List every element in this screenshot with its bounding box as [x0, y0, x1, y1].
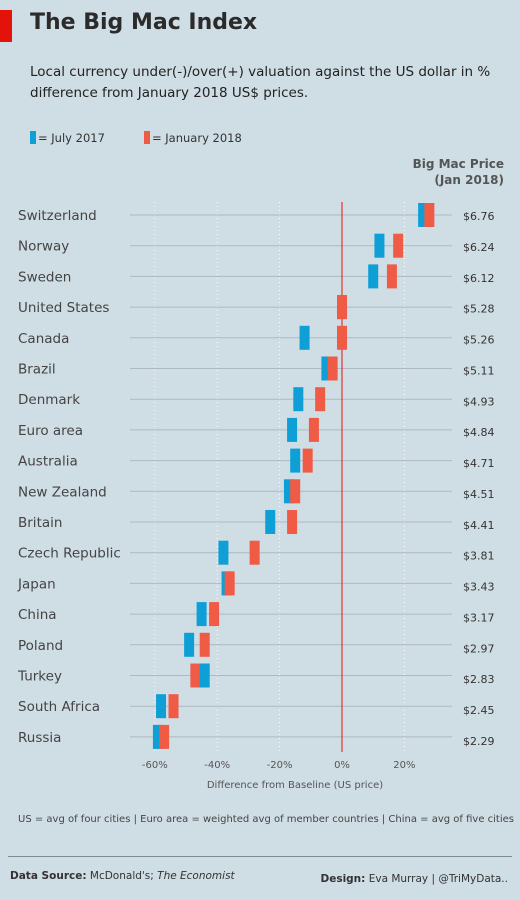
country-label: China: [18, 607, 57, 623]
x-tick-label: 20%: [393, 760, 415, 771]
price-header-line1: Big Mac Price: [412, 157, 504, 171]
source-label: Data Source:: [10, 870, 87, 882]
price-label: $3.81: [463, 550, 495, 563]
chart-title: The Big Mac Index: [30, 10, 258, 35]
legend-label-jan: = January 2018: [152, 131, 242, 145]
country-label: Switzerland: [18, 208, 97, 224]
marker-july: [199, 663, 210, 688]
marker-jan: [199, 632, 210, 657]
country-label: United States: [18, 300, 109, 316]
price-label: $4.41: [463, 519, 495, 532]
marker-jan: [315, 387, 326, 412]
marker-july: [368, 264, 379, 289]
marker-july: [196, 602, 207, 627]
price-label: $4.84: [463, 426, 495, 439]
country-label: South Africa: [18, 699, 100, 715]
country-label: Japan: [17, 576, 56, 592]
marker-july: [290, 448, 301, 473]
legend-item-july: = July 2017: [30, 131, 105, 145]
marker-july: [418, 203, 429, 227]
country-label: Poland: [18, 638, 63, 654]
country-label: Brazil: [18, 362, 56, 378]
x-tick-label: -20%: [267, 760, 293, 771]
marker-jan: [190, 663, 201, 688]
marker-july: [293, 387, 304, 412]
price-label: $4.71: [463, 457, 495, 470]
marker-july: [156, 694, 167, 719]
country-label: Norway: [18, 239, 69, 255]
marker-jan: [337, 325, 347, 350]
marker-july: [287, 417, 298, 442]
source-text: McDonald's;: [89, 870, 154, 882]
design-text: Eva Murray | @TriMyData..: [368, 873, 508, 885]
accent-bar: [0, 10, 12, 42]
chart-subtitle: Local currency under(-)/over(+) valuatio…: [30, 64, 491, 101]
country-label: Czech Republic: [18, 546, 121, 562]
marker-jan: [393, 233, 404, 258]
data-source: Data Source: McDonald's; The Economist: [10, 870, 235, 882]
marker-july: [152, 724, 163, 749]
marker-july: [374, 233, 385, 258]
price-label: $2.97: [463, 642, 495, 655]
price-label: $3.43: [463, 581, 495, 594]
price-column-header: Big Mac Price (Jan 2018): [413, 156, 504, 188]
legend-item-jan: = January 2018: [144, 131, 242, 145]
marker-jan: [308, 417, 319, 442]
country-label: Russia: [18, 730, 61, 746]
marker-july: [218, 540, 229, 565]
country-label: Britain: [18, 515, 62, 531]
country-label: Sweden: [18, 269, 71, 285]
x-axis-title: Difference from Baseline (US price): [207, 780, 383, 791]
marker-jan: [168, 694, 179, 719]
marker-jan: [424, 203, 435, 227]
marker-jan: [249, 540, 260, 565]
marker-jan: [287, 510, 298, 534]
country-label: Canada: [18, 331, 69, 347]
price-label: $2.83: [463, 673, 495, 686]
country-label: Turkey: [17, 669, 62, 685]
price-label: $5.11: [463, 364, 495, 377]
design-label: Design:: [320, 873, 366, 885]
marker-jan: [327, 356, 338, 381]
marker-jan: [209, 602, 220, 627]
price-label: $6.24: [463, 241, 495, 254]
price-label: $4.93: [463, 395, 495, 408]
marker-jan: [302, 448, 313, 473]
marker-july: [321, 356, 332, 381]
footnote: US = avg of four cities | Euro area = we…: [18, 814, 514, 825]
marker-july: [184, 632, 195, 657]
marker-jan: [290, 479, 301, 504]
price-label: $6.76: [463, 210, 495, 223]
x-tick-label: 0%: [334, 760, 350, 771]
design-credit: Design: Eva Murray | @TriMyData..: [320, 873, 508, 885]
chart-svg: -60% -40% -20% 0% 20% Switzerland $6.76 Norway $…: [17, 202, 495, 791]
marker-jan: [337, 295, 347, 320]
price-label: $2.45: [463, 704, 495, 717]
source-publication: The Economist: [157, 870, 235, 882]
country-label: New Zealand: [18, 484, 107, 500]
price-label: $6.12: [463, 272, 495, 285]
marker-jan: [224, 571, 235, 596]
price-label: $5.28: [463, 303, 495, 316]
legend-label-july: = July 2017: [38, 131, 105, 145]
price-header-line2: (Jan 2018): [434, 173, 504, 187]
marker-jan: [159, 724, 170, 749]
marker-jan: [386, 264, 397, 289]
price-label: $2.29: [463, 735, 495, 748]
legend-swatch-jan: [144, 131, 150, 144]
marker-july: [283, 479, 294, 504]
x-tick-label: -40%: [204, 760, 230, 771]
country-label: Australia: [18, 454, 78, 470]
price-label: $5.26: [463, 334, 495, 347]
country-label: Euro area: [18, 423, 83, 439]
price-label: $4.51: [463, 488, 495, 501]
x-tick-label: -60%: [142, 760, 168, 771]
marker-july: [265, 510, 276, 534]
footer-divider: [8, 856, 512, 857]
marker-july: [299, 325, 310, 350]
price-label: $3.17: [463, 611, 495, 624]
legend-swatch-july: [30, 131, 36, 144]
country-label: Denmark: [18, 392, 80, 408]
